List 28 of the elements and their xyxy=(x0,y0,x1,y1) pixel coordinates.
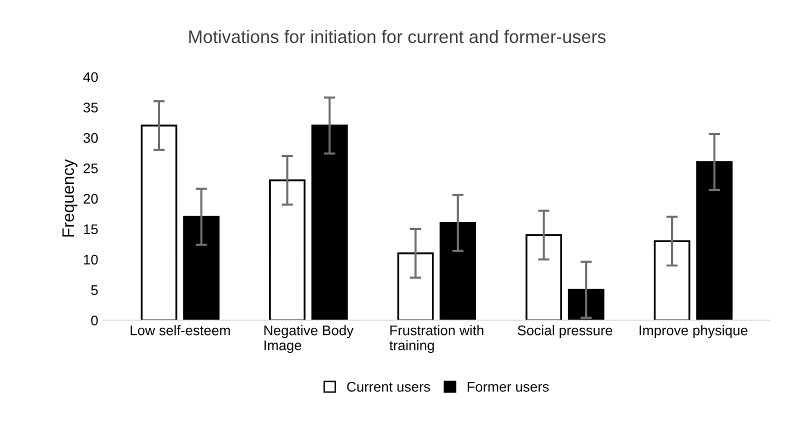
bar xyxy=(696,161,733,320)
x-tick-label: Negative Body Image xyxy=(264,325,354,354)
legend-label: Current users xyxy=(347,382,430,392)
y-tick-label: 15 xyxy=(84,224,98,234)
x-tick-label: Improve physique xyxy=(640,325,748,338)
bar xyxy=(440,222,476,320)
chart-title: Motivations for initiation for current and former-users xyxy=(189,30,606,44)
bar xyxy=(269,179,306,320)
bar xyxy=(311,124,348,320)
bar xyxy=(526,234,562,320)
y-tick-label: 20 xyxy=(84,194,98,204)
bar xyxy=(140,124,178,320)
bar xyxy=(654,240,690,320)
x-tick-label: Social pressure xyxy=(518,325,612,338)
y-tick-label: 30 xyxy=(83,133,98,143)
y-tick-label: 5 xyxy=(91,285,98,295)
x-tick-label: Low self-esteem xyxy=(130,325,230,336)
y-tick-label: 25 xyxy=(84,163,98,174)
y-tick-label: 10 xyxy=(84,254,98,265)
y-axis-title: Frequency xyxy=(62,159,78,237)
y-tick-label: 0 xyxy=(91,316,98,326)
x-tick-label: Frustration with training xyxy=(389,325,484,354)
y-tick-label: 40 xyxy=(83,72,98,82)
bar xyxy=(568,288,604,320)
bar xyxy=(183,216,220,320)
y-tick-label: 35 xyxy=(83,102,98,112)
bar xyxy=(397,252,434,320)
legend-label: Former users xyxy=(468,382,549,392)
